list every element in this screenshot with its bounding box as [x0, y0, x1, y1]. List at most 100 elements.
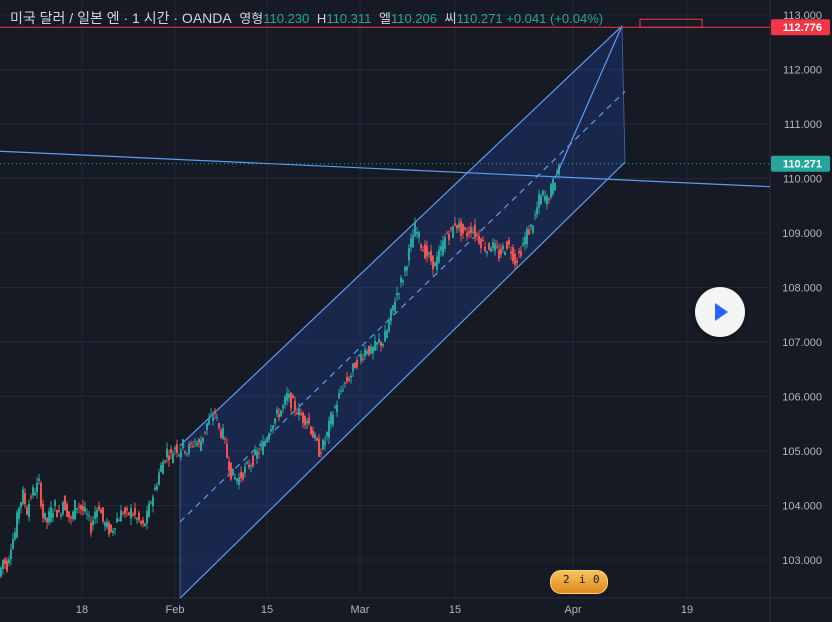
- candle-body: [24, 493, 26, 505]
- candle-body: [444, 237, 446, 249]
- candle-body: [540, 195, 542, 205]
- candle-body: [210, 414, 212, 416]
- candle-body: [148, 503, 150, 518]
- candle-body: [44, 512, 46, 520]
- candle-body: [376, 342, 378, 345]
- candle-body: [250, 465, 252, 467]
- candle-body: [118, 520, 120, 522]
- candle-body: [380, 341, 382, 346]
- candle-body: [552, 178, 554, 195]
- candle-body: [470, 227, 472, 233]
- candle-body: [526, 228, 528, 245]
- candle-body: [382, 344, 384, 346]
- candle-body: [150, 502, 152, 504]
- x-tick-label: Feb: [166, 604, 185, 616]
- candle-body: [70, 517, 72, 519]
- candle-body: [42, 503, 44, 518]
- projection-line[interactable]: [554, 25, 623, 179]
- chart-legend: 미국 달러 / 일본 엔 · 1 시간 · OANDA 영형110.230 H1…: [10, 8, 603, 28]
- candle-body: [16, 512, 18, 538]
- candle-body: [390, 308, 392, 321]
- candle-body: [176, 444, 178, 454]
- candle-body: [124, 507, 126, 514]
- candle-body: [356, 359, 358, 368]
- y-tick-label: 106.000: [782, 392, 822, 404]
- candle-body: [544, 196, 546, 201]
- candle-body: [140, 521, 142, 524]
- candle-body: [410, 238, 412, 248]
- candle-body: [554, 182, 556, 191]
- candle-body: [478, 235, 480, 244]
- candle-body: [458, 223, 460, 228]
- candle-body: [326, 432, 328, 437]
- candle-body: [204, 431, 206, 433]
- candle-body: [294, 400, 296, 411]
- candle-body: [28, 503, 30, 518]
- y-tick-label: 113.000: [783, 10, 822, 22]
- last-price-tag-bg: [771, 155, 830, 172]
- candle-body: [202, 437, 204, 442]
- candle-body: [0, 567, 2, 577]
- candle-body: [352, 363, 354, 372]
- candle-body: [122, 513, 124, 515]
- candle-body: [350, 375, 352, 378]
- candle-body: [230, 462, 232, 480]
- candle-body: [330, 412, 332, 425]
- candle-body: [60, 514, 62, 517]
- candle-body: [268, 433, 270, 440]
- candle-body: [474, 224, 476, 238]
- candle-body: [440, 246, 442, 251]
- candle-body: [134, 507, 136, 515]
- candle-body: [528, 229, 530, 235]
- trend-line[interactable]: [0, 150, 771, 188]
- candle-body: [228, 461, 230, 472]
- channel-upper-line[interactable]: [179, 25, 623, 446]
- candle-body: [92, 520, 94, 526]
- candle-body: [196, 442, 198, 446]
- candle-body: [226, 443, 228, 458]
- candle-body: [406, 266, 408, 271]
- candle-body: [344, 382, 346, 384]
- close-label: 씨: [444, 11, 457, 26]
- play-button[interactable]: [695, 287, 745, 337]
- candle-body: [142, 520, 144, 524]
- candle-body: [40, 482, 42, 507]
- candle-body: [546, 195, 548, 205]
- candle-body: [56, 510, 58, 518]
- candle-body: [254, 449, 256, 455]
- candle-body: [232, 468, 234, 476]
- candle-body: [178, 454, 180, 456]
- candle-body: [46, 517, 48, 523]
- candle-body: [78, 506, 80, 508]
- candle-body: [500, 248, 502, 255]
- candle-body: [518, 251, 520, 254]
- candle-body: [242, 472, 244, 480]
- candle-body: [144, 523, 146, 526]
- candle-body: [428, 252, 430, 255]
- candle-body: [476, 234, 478, 236]
- event-badge[interactable]: 2 i 0: [550, 570, 608, 594]
- x-tick-label: Mar: [351, 604, 370, 616]
- candle-body: [402, 280, 404, 283]
- candle-body: [328, 420, 330, 438]
- channel-lower-line[interactable]: [179, 161, 626, 599]
- candle-body: [462, 223, 464, 234]
- candle-body: [302, 412, 304, 423]
- candle-body: [334, 406, 336, 408]
- candle-body: [424, 244, 426, 259]
- candle-body: [104, 522, 106, 527]
- candle-body: [436, 256, 438, 271]
- x-tick-label: 15: [449, 604, 461, 616]
- candle-body: [248, 464, 250, 468]
- candle-body: [170, 448, 172, 454]
- candle-body: [120, 510, 122, 522]
- candle-body: [516, 260, 518, 263]
- candle-body: [358, 354, 360, 356]
- candle-body: [258, 452, 260, 454]
- candle-body: [276, 409, 278, 414]
- candle-body: [280, 410, 282, 417]
- open-label: 영형: [239, 11, 264, 26]
- candle-body: [314, 434, 316, 439]
- candle-body: [322, 439, 324, 450]
